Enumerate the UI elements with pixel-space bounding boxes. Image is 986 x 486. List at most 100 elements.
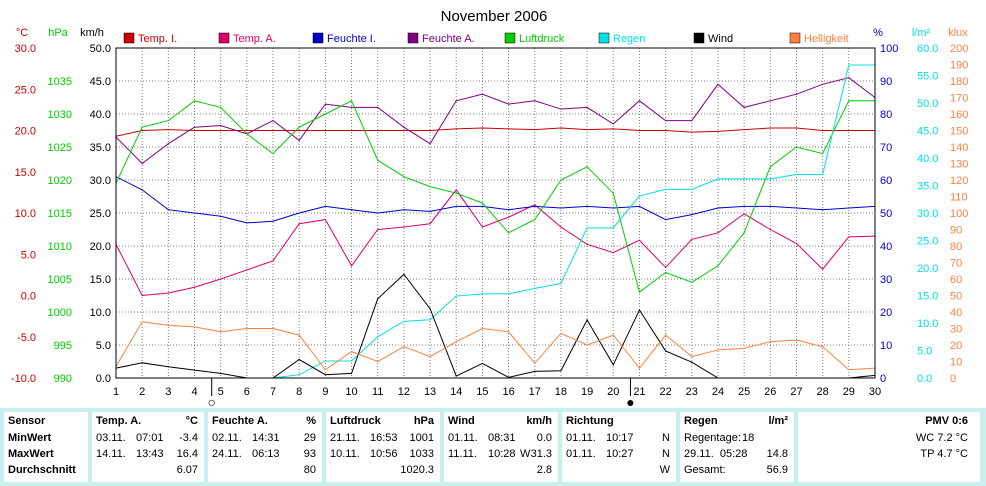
tick-lux: 80	[950, 241, 962, 253]
x-tick: 23	[686, 386, 698, 398]
stats-sensor-panel: Sensor MinWert MaxWert Durchschnitt	[4, 412, 88, 482]
data-point	[455, 205, 457, 207]
data-point	[769, 228, 771, 231]
x-tick: 17	[529, 386, 541, 398]
data-point	[822, 129, 824, 132]
x-tick: 24	[712, 386, 724, 398]
data-point	[272, 260, 274, 262]
data-point	[324, 360, 326, 362]
tick-temp: 20.0	[15, 126, 36, 138]
x-tick: 12	[398, 386, 410, 398]
statistics-table: Sensor MinWert MaxWert Durchschnitt Temp…	[0, 408, 986, 486]
data-point	[481, 327, 484, 330]
data-point	[272, 327, 274, 330]
data-point	[822, 346, 824, 348]
stats-regen-panel: Regen l/m² Regentage: 18 29.11. 05:28 14…	[680, 412, 794, 482]
data-point	[638, 129, 641, 132]
stats-wind-max-time: 10:28	[488, 448, 516, 460]
data-point	[586, 205, 588, 207]
stats-richtung-panel: Richtung 01.11. 10:17 N 01.11. 10:27 N W	[562, 412, 676, 482]
data-point	[665, 266, 667, 269]
data-point	[717, 232, 719, 234]
stats-wind-min-time: 08:31	[488, 432, 516, 444]
data-point	[665, 350, 667, 352]
data-point	[298, 212, 300, 214]
data-point	[403, 273, 405, 275]
data-point	[141, 129, 143, 132]
data-point	[638, 205, 641, 207]
data-point	[612, 207, 614, 209]
data-point	[638, 195, 641, 197]
data-point	[848, 369, 850, 371]
data-point	[507, 103, 510, 105]
data-point	[167, 366, 169, 368]
tick-press: 1010	[48, 241, 72, 253]
x-tick: 16	[502, 386, 514, 398]
stats-feuchte-panel: Feuchte A. % 02.11. 14:31 29 24.11. 06:1…	[208, 412, 322, 482]
data-point	[141, 189, 143, 191]
data-point	[534, 370, 536, 372]
data-point	[717, 207, 719, 209]
data-point	[246, 222, 248, 224]
stats-richtung-min-dir: N	[662, 432, 670, 444]
data-point	[429, 186, 431, 188]
stats-feuchte-header: Feuchte A.	[212, 415, 268, 427]
tick-lux: 170	[950, 93, 968, 105]
series-line-feuchte-a-	[115, 77, 876, 165]
legend-item: Helligkeit	[789, 32, 849, 45]
data-point	[481, 127, 484, 129]
data-point	[769, 205, 771, 207]
stats-wind-avg-val: 2.8	[536, 464, 552, 476]
legend-label: Wind	[708, 33, 733, 45]
x-tick: 9	[322, 386, 328, 398]
data-point	[560, 370, 562, 372]
x-tick: 28	[817, 386, 829, 398]
data-point	[167, 143, 169, 145]
tick-hum: 10	[880, 340, 892, 352]
stats-richtung-avg-dir: W	[659, 464, 670, 476]
data-point	[586, 166, 588, 168]
data-point	[638, 291, 641, 293]
tick-rain: 10.0	[917, 318, 938, 330]
data-point	[403, 126, 405, 128]
stats-regen-days-label: Regentage:	[684, 432, 741, 444]
data-point	[691, 361, 693, 363]
stats-luftdruck-max-val: 1033	[409, 448, 434, 460]
chart-series	[115, 64, 876, 379]
data-point	[298, 223, 300, 225]
stats-temp-panel: Temp. A. °C 03.11. 07:01 -3.4 14.11. 13:…	[92, 412, 204, 482]
stats-temp-max-val: 16.4	[176, 448, 198, 460]
data-point	[586, 344, 588, 346]
data-point	[141, 294, 143, 297]
data-point	[429, 129, 431, 132]
stats-wind-panel: Wind km/h 01.11. 08:31 0.0 11.11. 10:28 …	[444, 412, 558, 482]
stats-richtung-max-date: 01.11.	[566, 448, 596, 460]
data-point	[534, 205, 536, 207]
data-point	[324, 103, 326, 105]
legend-label: Helligkeit	[804, 33, 849, 45]
tick-press: 1035	[48, 76, 72, 88]
legend-label: Feuchte A.	[422, 33, 475, 45]
data-point	[429, 319, 431, 321]
tick-hum: 30	[880, 274, 892, 286]
data-point	[560, 108, 562, 110]
data-point	[350, 100, 353, 102]
data-point	[795, 146, 798, 148]
tick-lux: 160	[950, 109, 968, 121]
stats-luftdruck-max-date: 10.11.	[330, 448, 360, 460]
data-point	[298, 129, 300, 132]
data-point	[167, 209, 169, 211]
series-line-feuchte-i-	[115, 176, 876, 224]
data-point	[717, 178, 719, 180]
data-point	[507, 128, 510, 130]
tick-lux: 60	[950, 274, 962, 286]
tick-temp: 0.0	[21, 291, 36, 303]
data-point	[743, 347, 745, 349]
data-point	[691, 355, 693, 358]
data-point	[638, 100, 641, 102]
data-point	[429, 210, 431, 212]
data-point	[717, 349, 719, 351]
x-tick: 19	[581, 386, 593, 398]
data-point	[193, 126, 196, 128]
data-point	[324, 374, 326, 376]
